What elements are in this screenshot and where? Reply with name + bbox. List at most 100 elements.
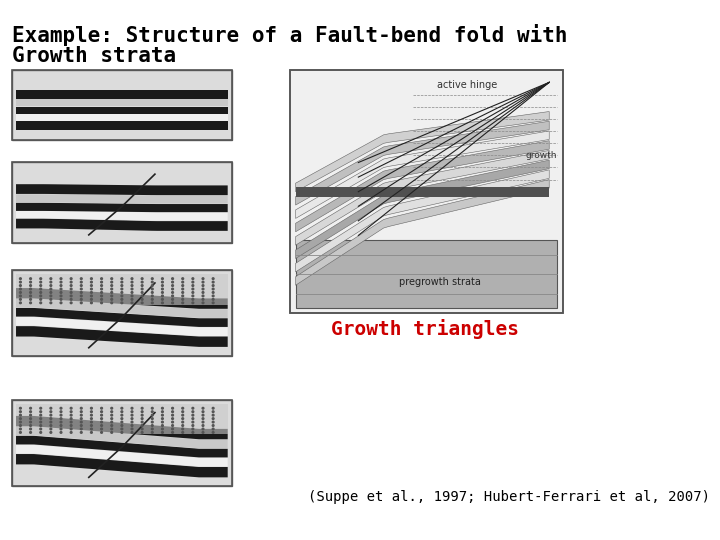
Circle shape (101, 288, 102, 290)
Polygon shape (16, 308, 228, 327)
Circle shape (71, 285, 72, 286)
Circle shape (212, 278, 214, 280)
Circle shape (151, 281, 153, 283)
Circle shape (30, 431, 32, 433)
Circle shape (161, 299, 163, 300)
Circle shape (151, 302, 153, 303)
Circle shape (111, 285, 112, 286)
Circle shape (40, 299, 42, 300)
Circle shape (101, 299, 102, 300)
Text: Growth triangles: Growth triangles (330, 319, 518, 340)
Circle shape (212, 285, 214, 286)
Circle shape (182, 278, 184, 280)
Circle shape (141, 278, 143, 280)
Circle shape (151, 428, 153, 430)
Circle shape (50, 299, 52, 300)
Circle shape (131, 418, 133, 420)
Bar (12, 400, 232, 486)
Circle shape (91, 292, 92, 293)
Circle shape (19, 278, 22, 280)
Circle shape (151, 431, 153, 433)
Circle shape (50, 281, 52, 283)
Polygon shape (296, 170, 549, 272)
Circle shape (182, 431, 184, 433)
Circle shape (71, 418, 72, 420)
Circle shape (111, 278, 112, 280)
Circle shape (60, 428, 62, 430)
Circle shape (171, 424, 174, 427)
Circle shape (202, 418, 204, 420)
Circle shape (182, 285, 184, 286)
Circle shape (81, 407, 82, 409)
Circle shape (182, 292, 184, 293)
Text: Example: Structure of a Fault-bend fold with: Example: Structure of a Fault-bend fold … (12, 24, 567, 46)
Circle shape (101, 278, 102, 280)
Circle shape (212, 302, 214, 303)
Circle shape (212, 407, 214, 409)
Circle shape (30, 285, 32, 286)
Circle shape (91, 295, 92, 297)
Circle shape (81, 418, 82, 420)
Circle shape (141, 288, 143, 290)
Circle shape (192, 424, 194, 427)
Circle shape (40, 292, 42, 293)
Polygon shape (16, 184, 228, 195)
Circle shape (40, 295, 42, 297)
Circle shape (60, 407, 62, 409)
Circle shape (131, 414, 133, 416)
Circle shape (131, 428, 133, 430)
Circle shape (30, 424, 32, 427)
Circle shape (81, 424, 82, 427)
Circle shape (202, 281, 204, 283)
Circle shape (19, 288, 22, 290)
Circle shape (111, 428, 112, 430)
Bar (12, 270, 232, 356)
Circle shape (192, 431, 194, 433)
Circle shape (192, 418, 194, 420)
Circle shape (71, 431, 72, 433)
Circle shape (81, 431, 82, 433)
Circle shape (91, 428, 92, 430)
Bar (16, 106, 228, 113)
Circle shape (131, 292, 133, 293)
Polygon shape (16, 454, 228, 477)
Circle shape (50, 295, 52, 297)
Bar (16, 274, 228, 305)
Circle shape (101, 431, 102, 433)
Circle shape (171, 285, 174, 286)
Circle shape (30, 411, 32, 413)
Circle shape (131, 424, 133, 427)
Bar (12, 400, 232, 486)
Circle shape (131, 431, 133, 433)
Circle shape (19, 285, 22, 286)
Polygon shape (16, 436, 228, 457)
Circle shape (40, 418, 42, 420)
Circle shape (19, 431, 22, 433)
Circle shape (161, 407, 163, 409)
Circle shape (60, 414, 62, 416)
Circle shape (202, 295, 204, 297)
Circle shape (50, 428, 52, 430)
Circle shape (91, 431, 92, 433)
Circle shape (182, 418, 184, 420)
Circle shape (121, 299, 122, 300)
Circle shape (212, 411, 214, 413)
Circle shape (121, 431, 122, 433)
Circle shape (121, 292, 122, 293)
Circle shape (182, 302, 184, 303)
Circle shape (202, 424, 204, 427)
Circle shape (101, 421, 102, 423)
Circle shape (60, 418, 62, 420)
Circle shape (91, 414, 92, 416)
Circle shape (71, 302, 72, 303)
Polygon shape (16, 445, 228, 467)
Circle shape (101, 411, 102, 413)
Circle shape (161, 418, 163, 420)
Circle shape (182, 295, 184, 297)
Circle shape (182, 424, 184, 427)
Circle shape (111, 295, 112, 297)
Circle shape (161, 424, 163, 427)
Circle shape (50, 421, 52, 423)
Circle shape (40, 302, 42, 303)
Polygon shape (296, 111, 549, 192)
